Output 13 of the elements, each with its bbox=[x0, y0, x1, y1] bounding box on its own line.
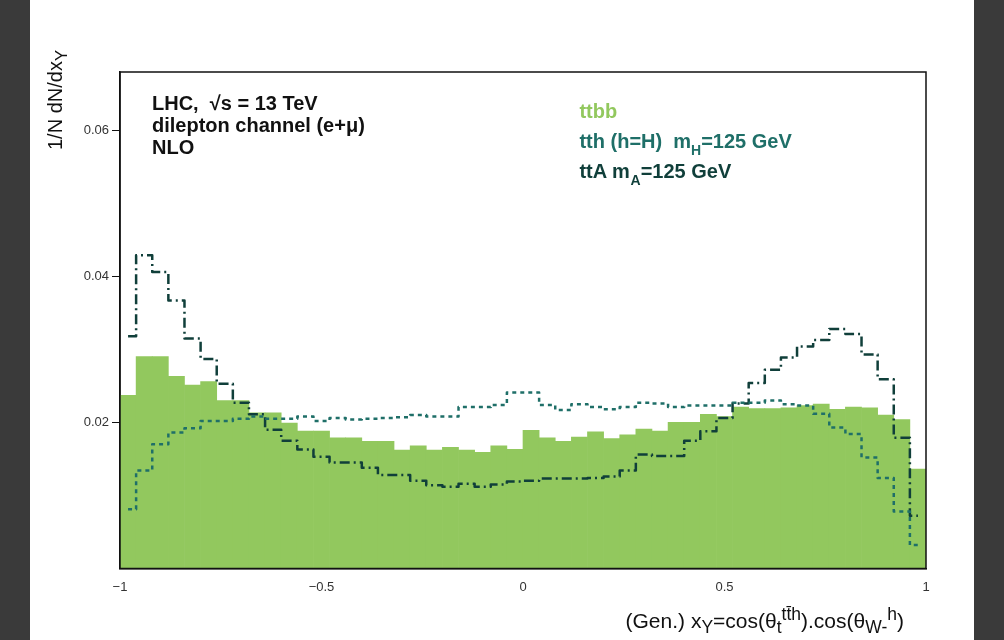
annotation: NLO bbox=[152, 136, 195, 158]
y-tick-label: 0.04 bbox=[83, 267, 109, 283]
y-tick-label: 0.02 bbox=[83, 413, 109, 429]
x-tick-label: −1 bbox=[112, 578, 128, 594]
x-tick-label: 0 bbox=[519, 578, 527, 594]
x-tick-label: 1 bbox=[922, 578, 930, 594]
annotation: dilepton channel (e+μ) bbox=[152, 114, 365, 136]
text: ttbb bbox=[579, 100, 618, 122]
x-tick-label: 0.5 bbox=[715, 578, 734, 594]
y-tick-label: 0.06 bbox=[83, 121, 109, 137]
x-tick-label: −0.5 bbox=[308, 578, 335, 594]
annotation: LHC, √s = 13 TeV bbox=[152, 92, 319, 114]
text: (Gen.) x$_{Y}$=cos(θ$_{t}$$^{tt̄h}$).cos(θ$_{W-}$$^{h}$) bbox=[625, 604, 904, 638]
